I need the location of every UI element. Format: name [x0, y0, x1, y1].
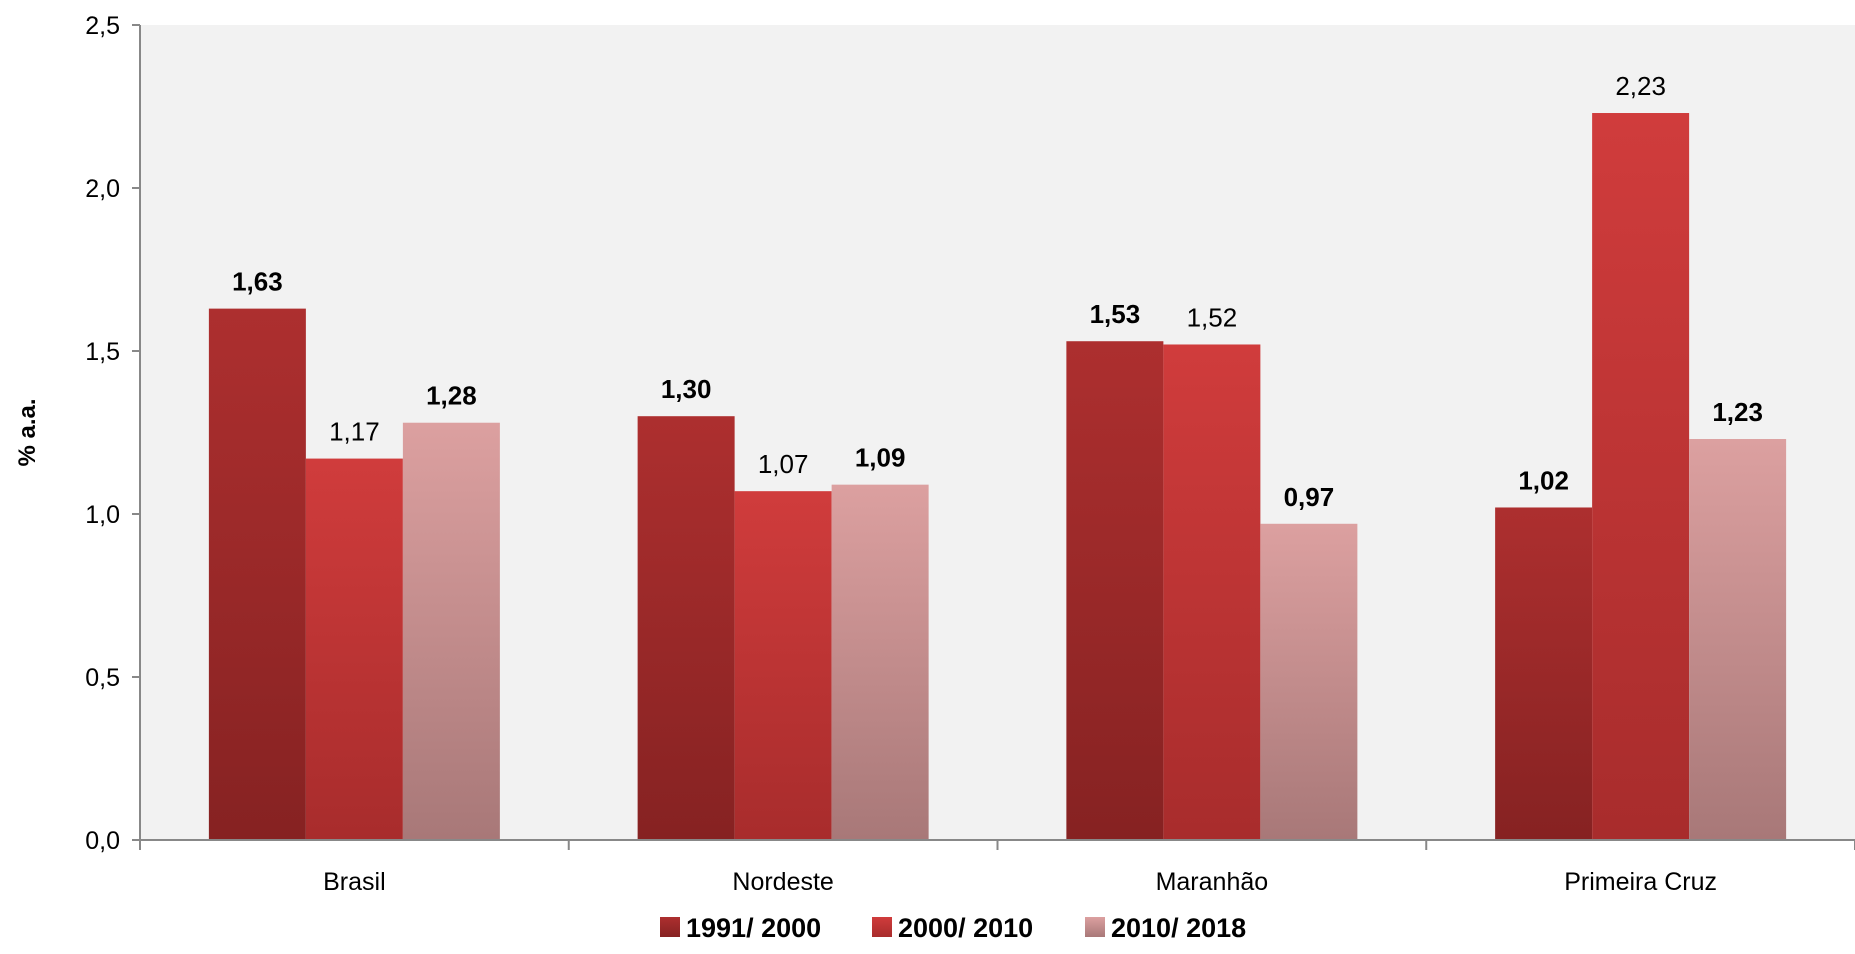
- data-label: 1,28: [426, 381, 477, 411]
- bar-primeira-cruz-series-3: [1689, 439, 1787, 840]
- x-tick-label: Nordeste: [732, 868, 833, 896]
- legend: 1991/ 2000 2000/ 2010 2010/ 2018: [660, 913, 1246, 943]
- data-label: 1,63: [232, 267, 283, 297]
- bar-nordeste-series-1: [637, 416, 735, 840]
- data-labels-layer: 1,63 1,17 1,28 1,30 1,07 1,09 1,53 1,52 0,97 1,02…: [232, 71, 1763, 512]
- y-tick-label: 2,5: [85, 12, 120, 40]
- data-label: 1,30: [661, 374, 712, 404]
- bar-maranh-o-series-3: [1260, 523, 1358, 840]
- x-tick-label: Maranhão: [1156, 868, 1269, 896]
- bar-maranh-o-series-1: [1066, 341, 1164, 840]
- data-label: 1,09: [855, 443, 906, 473]
- data-label: 2,23: [1615, 71, 1666, 101]
- legend-label: 1991/ 2000: [686, 913, 821, 943]
- axes-layer: 0,0 0,5 1,0 1,5 2,0 2,5 Brasil Nordeste Maranhão…: [85, 12, 1855, 896]
- data-label: 1,53: [1090, 299, 1141, 329]
- y-axis-title: % a.a.: [14, 398, 41, 466]
- legend-swatch: [872, 917, 892, 937]
- data-label: 0,97: [1284, 482, 1335, 512]
- bar-maranh-o-series-2: [1163, 344, 1261, 840]
- bar-primeira-cruz-series-2: [1592, 113, 1690, 840]
- data-label: 1,52: [1187, 302, 1238, 332]
- bar-nordeste-series-2: [734, 491, 832, 840]
- legend-label: 2000/ 2010: [898, 913, 1033, 943]
- legend-label: 2010/ 2018: [1111, 913, 1246, 943]
- y-tick-label: 1,5: [85, 338, 120, 366]
- x-tick-label: Primeira Cruz: [1564, 868, 1717, 896]
- data-label: 1,23: [1712, 397, 1763, 427]
- legend-swatch: [660, 917, 680, 937]
- bar-brasil-series-1: [208, 308, 306, 840]
- legend-swatch: [1085, 917, 1105, 937]
- bar-primeira-cruz-series-1: [1495, 507, 1593, 840]
- y-tick-label: 0,0: [85, 827, 120, 855]
- y-tick-label: 0,5: [85, 664, 120, 692]
- y-tick-label: 2,0: [85, 175, 120, 203]
- x-tick-label: Brasil: [323, 868, 386, 896]
- bars-layer: [208, 113, 1787, 840]
- data-label: 1,02: [1518, 465, 1569, 495]
- bar-nordeste-series-3: [831, 484, 929, 840]
- y-tick-label: 1,0: [85, 501, 120, 529]
- data-label: 1,07: [758, 449, 809, 479]
- data-label: 1,17: [329, 417, 380, 447]
- bar-brasil-series-2: [305, 458, 403, 840]
- bar-brasil-series-3: [402, 422, 500, 840]
